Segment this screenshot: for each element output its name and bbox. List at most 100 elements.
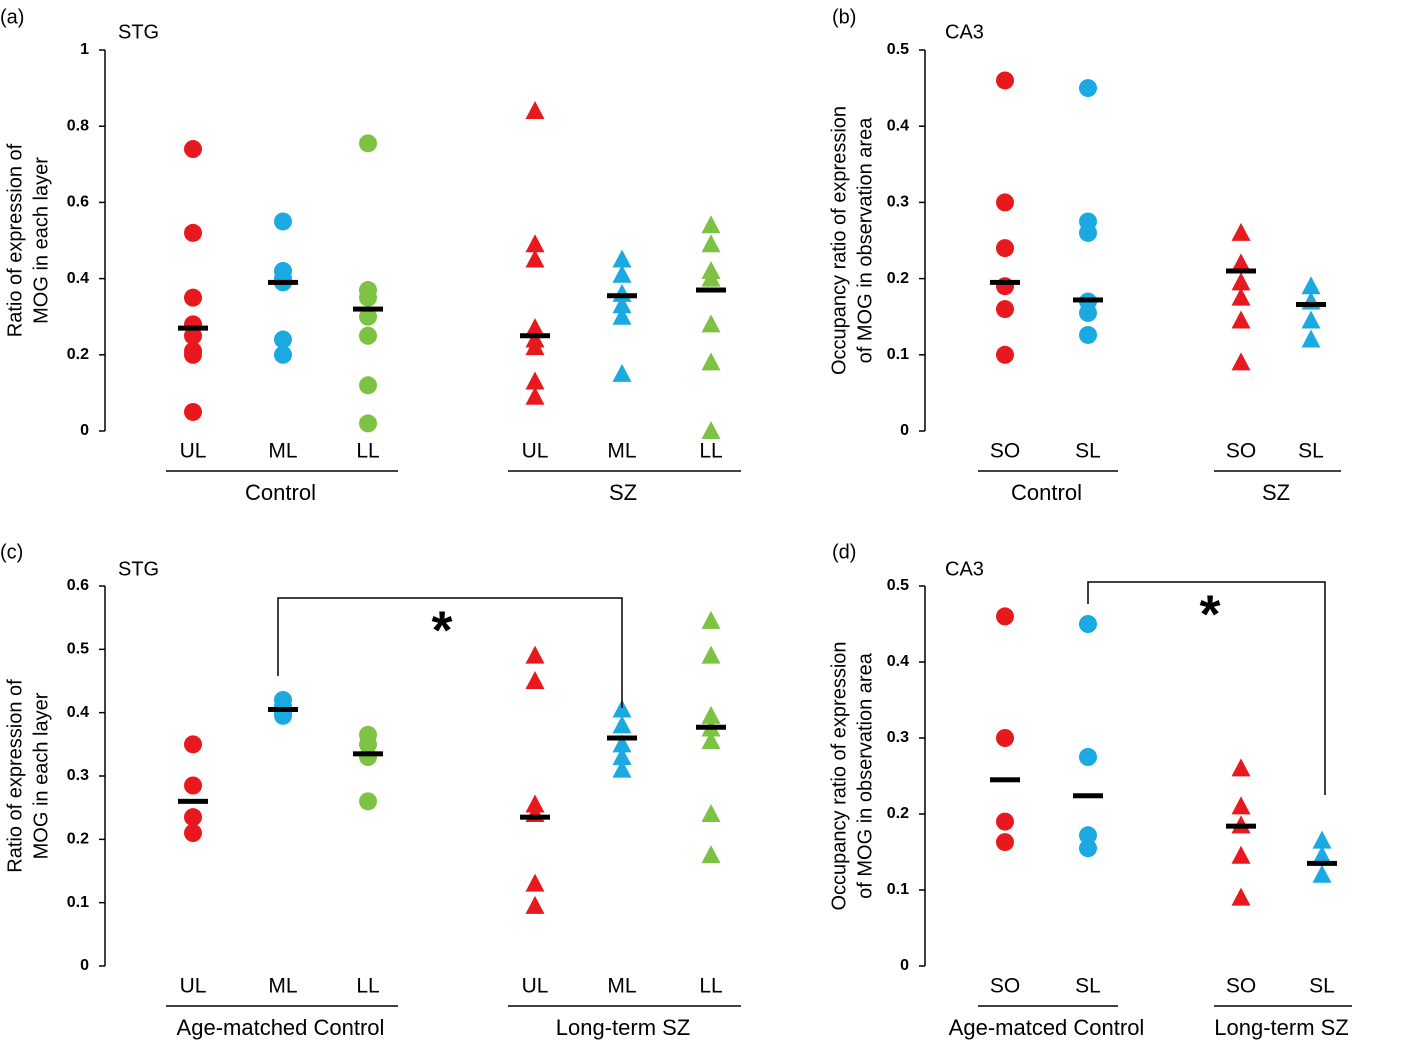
- data-point: [1231, 272, 1251, 291]
- y-axis-label: of MOG in observation area: [854, 652, 876, 899]
- data-point: [996, 239, 1014, 258]
- data-point: [996, 345, 1014, 364]
- data-point: [184, 345, 202, 364]
- data-point: [1079, 615, 1097, 633]
- data-point: [1301, 329, 1321, 348]
- data-point: [525, 318, 545, 337]
- data-point: [996, 729, 1014, 747]
- data-point: [996, 300, 1014, 319]
- mean-bar: [1073, 297, 1103, 303]
- mean-bar: [1307, 860, 1337, 866]
- x-tick-label: ML: [268, 440, 297, 463]
- data-point: [612, 715, 632, 734]
- data-point: [996, 833, 1014, 852]
- data-point: [525, 234, 545, 253]
- y-tick-label: 0.4: [67, 704, 89, 721]
- region-title: CA3: [945, 21, 984, 43]
- data-point: [525, 645, 545, 664]
- data-point: [996, 193, 1014, 212]
- data-point: [274, 212, 292, 231]
- x-tick-label: ML: [268, 975, 297, 998]
- y-tick-label: 0: [900, 422, 909, 439]
- data-point: [1301, 276, 1321, 295]
- y-axis-label: Ratio of expression of: [4, 679, 26, 873]
- data-point: [1079, 223, 1097, 242]
- x-tick-label: UL: [180, 975, 207, 998]
- data-point: [525, 873, 545, 892]
- data-point: [184, 735, 202, 754]
- significance-label: *: [1199, 584, 1220, 644]
- data-point: [612, 747, 632, 765]
- y-tick-label: 0.5: [887, 41, 909, 58]
- x-tick-label: SL: [1075, 440, 1101, 463]
- mean-bar: [607, 735, 637, 741]
- mean-bar: [1226, 268, 1256, 274]
- x-tick-label: LL: [699, 440, 722, 463]
- significance-bracket: [1087, 581, 1326, 795]
- x-tick-label: UL: [522, 975, 549, 998]
- group-label: Long-term SZ: [556, 1015, 691, 1040]
- data-point: [359, 288, 377, 307]
- data-point: [1231, 287, 1251, 306]
- data-point: [996, 812, 1014, 831]
- region-title: STG: [118, 558, 159, 580]
- data-point: [184, 140, 202, 159]
- x-tick-label: SO: [1226, 440, 1256, 463]
- mean-bar: [990, 279, 1020, 285]
- data-point: [1079, 79, 1097, 98]
- data-point: [525, 671, 545, 689]
- data-point: [525, 794, 545, 813]
- region-title: STG: [118, 21, 159, 43]
- data-point: [701, 352, 721, 371]
- y-tick-label: 0: [900, 957, 909, 974]
- data-point: [701, 731, 721, 750]
- mean-bar: [520, 333, 550, 339]
- data-point: [525, 249, 545, 268]
- x-tick-label: ML: [607, 440, 636, 463]
- group-label: Control: [245, 480, 316, 505]
- data-point: [1231, 310, 1251, 329]
- mean-bar: [696, 287, 726, 293]
- data-point: [1231, 253, 1251, 272]
- y-axis-label: Occupancy ratio of expression: [828, 106, 850, 375]
- y-tick-label: 0.5: [67, 641, 89, 658]
- y-tick-label: 0.1: [887, 881, 909, 898]
- data-point: [612, 264, 632, 283]
- data-point: [359, 792, 377, 811]
- y-tick-label: 1: [80, 41, 89, 58]
- y-tick-label: 0.2: [887, 270, 909, 287]
- data-point: [1079, 839, 1097, 858]
- x-tick-label: ML: [607, 975, 636, 998]
- data-point: [701, 645, 721, 664]
- mean-bar: [1296, 302, 1326, 308]
- data-point: [1079, 826, 1097, 845]
- mean-bar: [178, 798, 208, 804]
- y-tick-label: 0.6: [67, 194, 89, 211]
- mean-bar: [268, 707, 298, 712]
- mean-bar: [353, 306, 383, 312]
- data-point: [1231, 758, 1251, 777]
- data-point: [612, 363, 632, 382]
- data-point: [701, 845, 721, 864]
- x-tick-label: LL: [699, 975, 722, 998]
- data-point: [1079, 325, 1097, 344]
- x-tick-label: SL: [1309, 975, 1335, 998]
- y-tick-label: 0.5: [887, 577, 909, 594]
- y-axis-label: Occupancy ratio of expression: [828, 641, 850, 910]
- region-title: CA3: [945, 558, 984, 580]
- mean-bar: [990, 777, 1020, 783]
- y-tick-label: 0.2: [67, 346, 89, 363]
- data-point: [701, 610, 721, 629]
- x-tick-label: UL: [180, 440, 207, 463]
- mean-bar: [268, 279, 298, 285]
- panel-label: (a): [0, 6, 24, 28]
- y-tick-label: 0.4: [887, 117, 909, 134]
- y-tick-label: 0: [80, 422, 89, 439]
- y-axis-label: of MOG in observation area: [854, 117, 876, 364]
- data-point: [701, 804, 721, 822]
- y-axis-label: MOG in each layer: [30, 157, 52, 324]
- mean-bar: [607, 293, 637, 299]
- y-tick-label: 0: [80, 957, 89, 974]
- data-point: [359, 326, 377, 345]
